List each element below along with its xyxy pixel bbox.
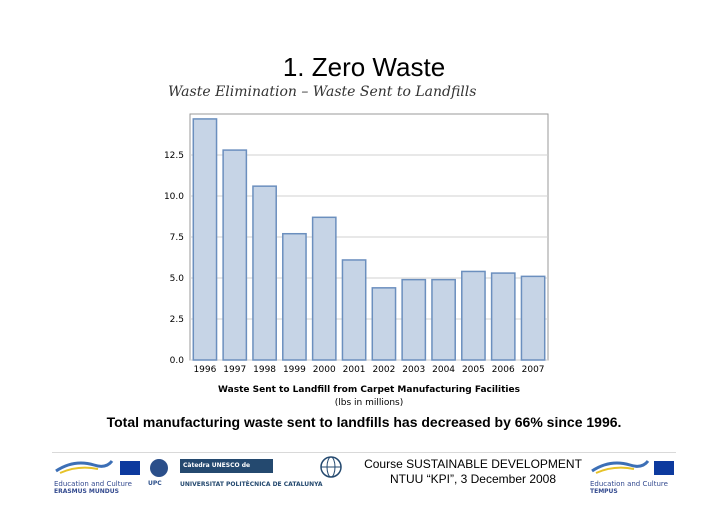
course-location-date: NTUU “KPI”, 3 December 2008 <box>389 472 557 486</box>
bar-1998 <box>252 185 277 361</box>
ec-logo-left: Education and Culture ERASMUS MUNDUS <box>54 457 132 495</box>
y-tick-label: 10.0 <box>164 192 184 202</box>
bar-chart: Waste Elimination – Waste Sent to Landfi… <box>156 78 570 410</box>
bar-2002 <box>371 287 397 361</box>
upc-badge-label: UPC <box>148 480 162 487</box>
upc-logo-icon <box>150 459 168 477</box>
bar-2000 <box>311 216 337 361</box>
y-tick-label: 12.5 <box>164 151 184 161</box>
x-tick-label: 2005 <box>462 365 485 375</box>
unesco-chair-label: Càtedra UNESCO de Sostenibilitat <box>180 459 273 483</box>
x-tick-label: 1997 <box>223 365 246 375</box>
x-tick-label: 2007 <box>522 365 545 375</box>
bar-2004 <box>431 278 456 361</box>
footer: Education and Culture ERASMUS MUNDUS UPC… <box>52 453 676 495</box>
ec-right-program: TEMPUS <box>590 488 618 495</box>
x-tick-label: 2002 <box>372 365 395 375</box>
chart-svg: Waste Elimination – Waste Sent to Landfi… <box>164 84 549 408</box>
x-tick-label: 1999 <box>283 365 306 375</box>
bar-1999 <box>282 232 307 361</box>
course-info: Course SUSTAINABLE DEVELOPMENT NTUU “KPI… <box>358 457 588 487</box>
ec-left-label: Education and Culture <box>54 480 132 488</box>
x-axis-sublabel: (lbs in millions) <box>335 398 404 408</box>
bar-2006 <box>490 272 516 361</box>
y-tick-label: 2.5 <box>170 315 184 325</box>
bar-2007 <box>520 275 546 361</box>
x-tick-label: 2003 <box>402 365 425 375</box>
globe-icon <box>320 456 342 478</box>
ec-right-label: Education and Culture <box>590 480 668 488</box>
x-axis-label: Waste Sent to Landfill from Carpet Manuf… <box>218 385 520 395</box>
bar-2003 <box>401 278 427 361</box>
summary-caption: Total manufacturing waste sent to landfi… <box>106 414 622 430</box>
x-tick-label: 2001 <box>343 365 366 375</box>
bar-2005 <box>461 270 486 361</box>
chart-title: Waste Elimination – Waste Sent to Landfi… <box>168 84 476 100</box>
x-tick-label: 2004 <box>432 365 455 375</box>
x-tick-label: 1996 <box>193 365 216 375</box>
footer-divider <box>52 452 676 453</box>
bar-1996 <box>192 118 218 361</box>
bar-2001 <box>341 259 367 361</box>
course-title: Course SUSTAINABLE DEVELOPMENT <box>364 457 582 471</box>
slide-title: 1. Zero Waste <box>282 52 446 82</box>
x-tick-label: 2000 <box>313 365 336 375</box>
bar-1997 <box>222 149 248 361</box>
upc-university-name: UNIVERSITAT POLITÈCNICA DE CATALUNYA <box>180 481 323 488</box>
ec-swoosh-icon <box>55 460 114 474</box>
eu-flag-icon <box>120 461 140 475</box>
x-tick-label: 1998 <box>253 365 276 375</box>
y-tick-label: 0.0 <box>170 356 185 366</box>
x-tick-label: 2006 <box>492 365 515 375</box>
ec-left-program: ERASMUS MUNDUS <box>54 488 119 495</box>
ec-logo-right: Education and Culture TEMPUS <box>590 457 668 495</box>
eu-flag-right-icon <box>654 461 674 475</box>
y-tick-label: 5.0 <box>170 274 185 284</box>
y-tick-label: 7.5 <box>170 233 184 243</box>
ec-swoosh-right-icon <box>591 460 650 474</box>
